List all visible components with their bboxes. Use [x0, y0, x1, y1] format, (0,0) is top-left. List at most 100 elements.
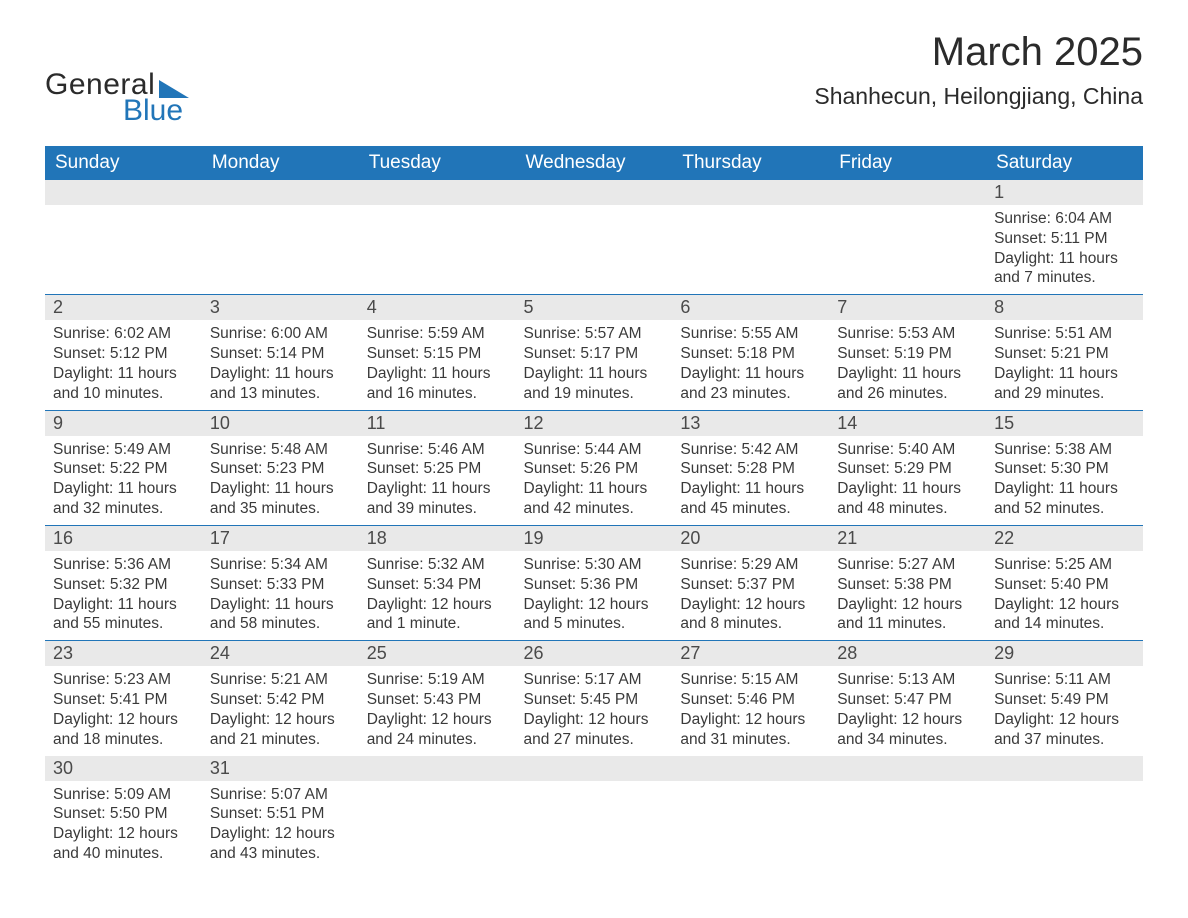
- calendar-cell: 3Sunrise: 6:00 AMSunset: 5:14 PMDaylight…: [202, 295, 359, 410]
- col-thursday: Thursday: [672, 146, 829, 180]
- calendar-cell: 27Sunrise: 5:15 AMSunset: 5:46 PMDayligh…: [672, 641, 829, 756]
- daylight-line: Daylight: 12 hours and 8 minutes.: [680, 595, 821, 635]
- calendar-week-row: 16Sunrise: 5:36 AMSunset: 5:32 PMDayligh…: [45, 525, 1143, 640]
- day-data: Sunrise: 5:11 AMSunset: 5:49 PMDaylight:…: [986, 666, 1143, 755]
- sunrise-line: Sunrise: 5:21 AM: [210, 670, 351, 690]
- calendar-cell: [672, 756, 829, 870]
- logo-triangle-icon: [159, 76, 189, 98]
- calendar-cell: 6Sunrise: 5:55 AMSunset: 5:18 PMDaylight…: [672, 295, 829, 410]
- calendar-cell: 23Sunrise: 5:23 AMSunset: 5:41 PMDayligh…: [45, 641, 202, 756]
- sunset-line: Sunset: 5:15 PM: [367, 344, 508, 364]
- day-data: [986, 781, 1143, 857]
- day-number: [986, 756, 1143, 781]
- day-number: 4: [359, 295, 516, 320]
- daylight-line: Daylight: 12 hours and 24 minutes.: [367, 710, 508, 750]
- day-number: [516, 180, 673, 205]
- sunrise-line: Sunrise: 5:57 AM: [524, 324, 665, 344]
- sunrise-line: Sunrise: 5:53 AM: [837, 324, 978, 344]
- day-data: Sunrise: 5:34 AMSunset: 5:33 PMDaylight:…: [202, 551, 359, 640]
- sunset-line: Sunset: 5:18 PM: [680, 344, 821, 364]
- col-friday: Friday: [829, 146, 986, 180]
- sunset-line: Sunset: 5:12 PM: [53, 344, 194, 364]
- daylight-line: Daylight: 11 hours and 19 minutes.: [524, 364, 665, 404]
- calendar-cell: 11Sunrise: 5:46 AMSunset: 5:25 PMDayligh…: [359, 410, 516, 525]
- day-data: [202, 205, 359, 281]
- calendar-cell: 15Sunrise: 5:38 AMSunset: 5:30 PMDayligh…: [986, 410, 1143, 525]
- calendar-week-row: 9Sunrise: 5:49 AMSunset: 5:22 PMDaylight…: [45, 410, 1143, 525]
- calendar-cell: 31Sunrise: 5:07 AMSunset: 5:51 PMDayligh…: [202, 756, 359, 870]
- title-block: March 2025 Shanhecun, Heilongjiang, Chin…: [814, 30, 1143, 110]
- day-data: Sunrise: 5:29 AMSunset: 5:37 PMDaylight:…: [672, 551, 829, 640]
- day-data: Sunrise: 5:25 AMSunset: 5:40 PMDaylight:…: [986, 551, 1143, 640]
- daylight-line: Daylight: 12 hours and 31 minutes.: [680, 710, 821, 750]
- calendar-week-row: 1Sunrise: 6:04 AMSunset: 5:11 PMDaylight…: [45, 180, 1143, 295]
- calendar-cell: 22Sunrise: 5:25 AMSunset: 5:40 PMDayligh…: [986, 525, 1143, 640]
- day-number: 12: [516, 411, 673, 436]
- sunrise-line: Sunrise: 5:55 AM: [680, 324, 821, 344]
- day-number: [359, 180, 516, 205]
- day-data: [45, 205, 202, 281]
- daylight-line: Daylight: 11 hours and 35 minutes.: [210, 479, 351, 519]
- day-data: Sunrise: 5:40 AMSunset: 5:29 PMDaylight:…: [829, 436, 986, 525]
- col-wednesday: Wednesday: [516, 146, 673, 180]
- day-data: Sunrise: 5:42 AMSunset: 5:28 PMDaylight:…: [672, 436, 829, 525]
- day-number: [359, 756, 516, 781]
- daylight-line: Daylight: 11 hours and 10 minutes.: [53, 364, 194, 404]
- sunset-line: Sunset: 5:49 PM: [994, 690, 1135, 710]
- calendar-cell: [672, 180, 829, 295]
- day-data: [516, 781, 673, 857]
- calendar-cell: 7Sunrise: 5:53 AMSunset: 5:19 PMDaylight…: [829, 295, 986, 410]
- sunrise-line: Sunrise: 5:40 AM: [837, 440, 978, 460]
- sunset-line: Sunset: 5:34 PM: [367, 575, 508, 595]
- day-data: Sunrise: 5:53 AMSunset: 5:19 PMDaylight:…: [829, 320, 986, 409]
- day-data: Sunrise: 5:46 AMSunset: 5:25 PMDaylight:…: [359, 436, 516, 525]
- col-saturday: Saturday: [986, 146, 1143, 180]
- day-data: Sunrise: 5:09 AMSunset: 5:50 PMDaylight:…: [45, 781, 202, 870]
- day-number: [829, 180, 986, 205]
- calendar-week-row: 2Sunrise: 6:02 AMSunset: 5:12 PMDaylight…: [45, 295, 1143, 410]
- day-number: 9: [45, 411, 202, 436]
- day-number: 31: [202, 756, 359, 781]
- calendar-cell: [516, 180, 673, 295]
- daylight-line: Daylight: 12 hours and 11 minutes.: [837, 595, 978, 635]
- calendar-cell: 5Sunrise: 5:57 AMSunset: 5:17 PMDaylight…: [516, 295, 673, 410]
- day-number: 1: [986, 180, 1143, 205]
- sunset-line: Sunset: 5:29 PM: [837, 459, 978, 479]
- calendar-cell: 18Sunrise: 5:32 AMSunset: 5:34 PMDayligh…: [359, 525, 516, 640]
- daylight-line: Daylight: 11 hours and 55 minutes.: [53, 595, 194, 635]
- location-subtitle: Shanhecun, Heilongjiang, China: [814, 83, 1143, 110]
- sunrise-line: Sunrise: 5:19 AM: [367, 670, 508, 690]
- day-data: Sunrise: 5:13 AMSunset: 5:47 PMDaylight:…: [829, 666, 986, 755]
- day-data: Sunrise: 5:21 AMSunset: 5:42 PMDaylight:…: [202, 666, 359, 755]
- sunrise-line: Sunrise: 5:49 AM: [53, 440, 194, 460]
- daylight-line: Daylight: 11 hours and 32 minutes.: [53, 479, 194, 519]
- calendar-cell: 4Sunrise: 5:59 AMSunset: 5:15 PMDaylight…: [359, 295, 516, 410]
- sunset-line: Sunset: 5:22 PM: [53, 459, 194, 479]
- daylight-line: Daylight: 11 hours and 39 minutes.: [367, 479, 508, 519]
- day-number: 25: [359, 641, 516, 666]
- sunrise-line: Sunrise: 6:02 AM: [53, 324, 194, 344]
- sunset-line: Sunset: 5:41 PM: [53, 690, 194, 710]
- day-data: [829, 781, 986, 857]
- sunrise-line: Sunrise: 5:29 AM: [680, 555, 821, 575]
- sunrise-line: Sunrise: 5:13 AM: [837, 670, 978, 690]
- calendar-week-row: 30Sunrise: 5:09 AMSunset: 5:50 PMDayligh…: [45, 756, 1143, 870]
- day-number: 8: [986, 295, 1143, 320]
- day-number: 14: [829, 411, 986, 436]
- logo: General Blue: [45, 68, 189, 128]
- sunrise-line: Sunrise: 5:25 AM: [994, 555, 1135, 575]
- daylight-line: Daylight: 12 hours and 1 minute.: [367, 595, 508, 635]
- calendar-cell: 25Sunrise: 5:19 AMSunset: 5:43 PMDayligh…: [359, 641, 516, 756]
- day-number: 21: [829, 526, 986, 551]
- sunset-line: Sunset: 5:51 PM: [210, 804, 351, 824]
- sunrise-line: Sunrise: 5:32 AM: [367, 555, 508, 575]
- col-sunday: Sunday: [45, 146, 202, 180]
- sunrise-line: Sunrise: 5:42 AM: [680, 440, 821, 460]
- header: General Blue March 2025 Shanhecun, Heilo…: [45, 30, 1143, 128]
- day-data: [829, 205, 986, 281]
- calendar-cell: [359, 756, 516, 870]
- sunset-line: Sunset: 5:19 PM: [837, 344, 978, 364]
- day-number: 2: [45, 295, 202, 320]
- daylight-line: Daylight: 11 hours and 48 minutes.: [837, 479, 978, 519]
- calendar-cell: 24Sunrise: 5:21 AMSunset: 5:42 PMDayligh…: [202, 641, 359, 756]
